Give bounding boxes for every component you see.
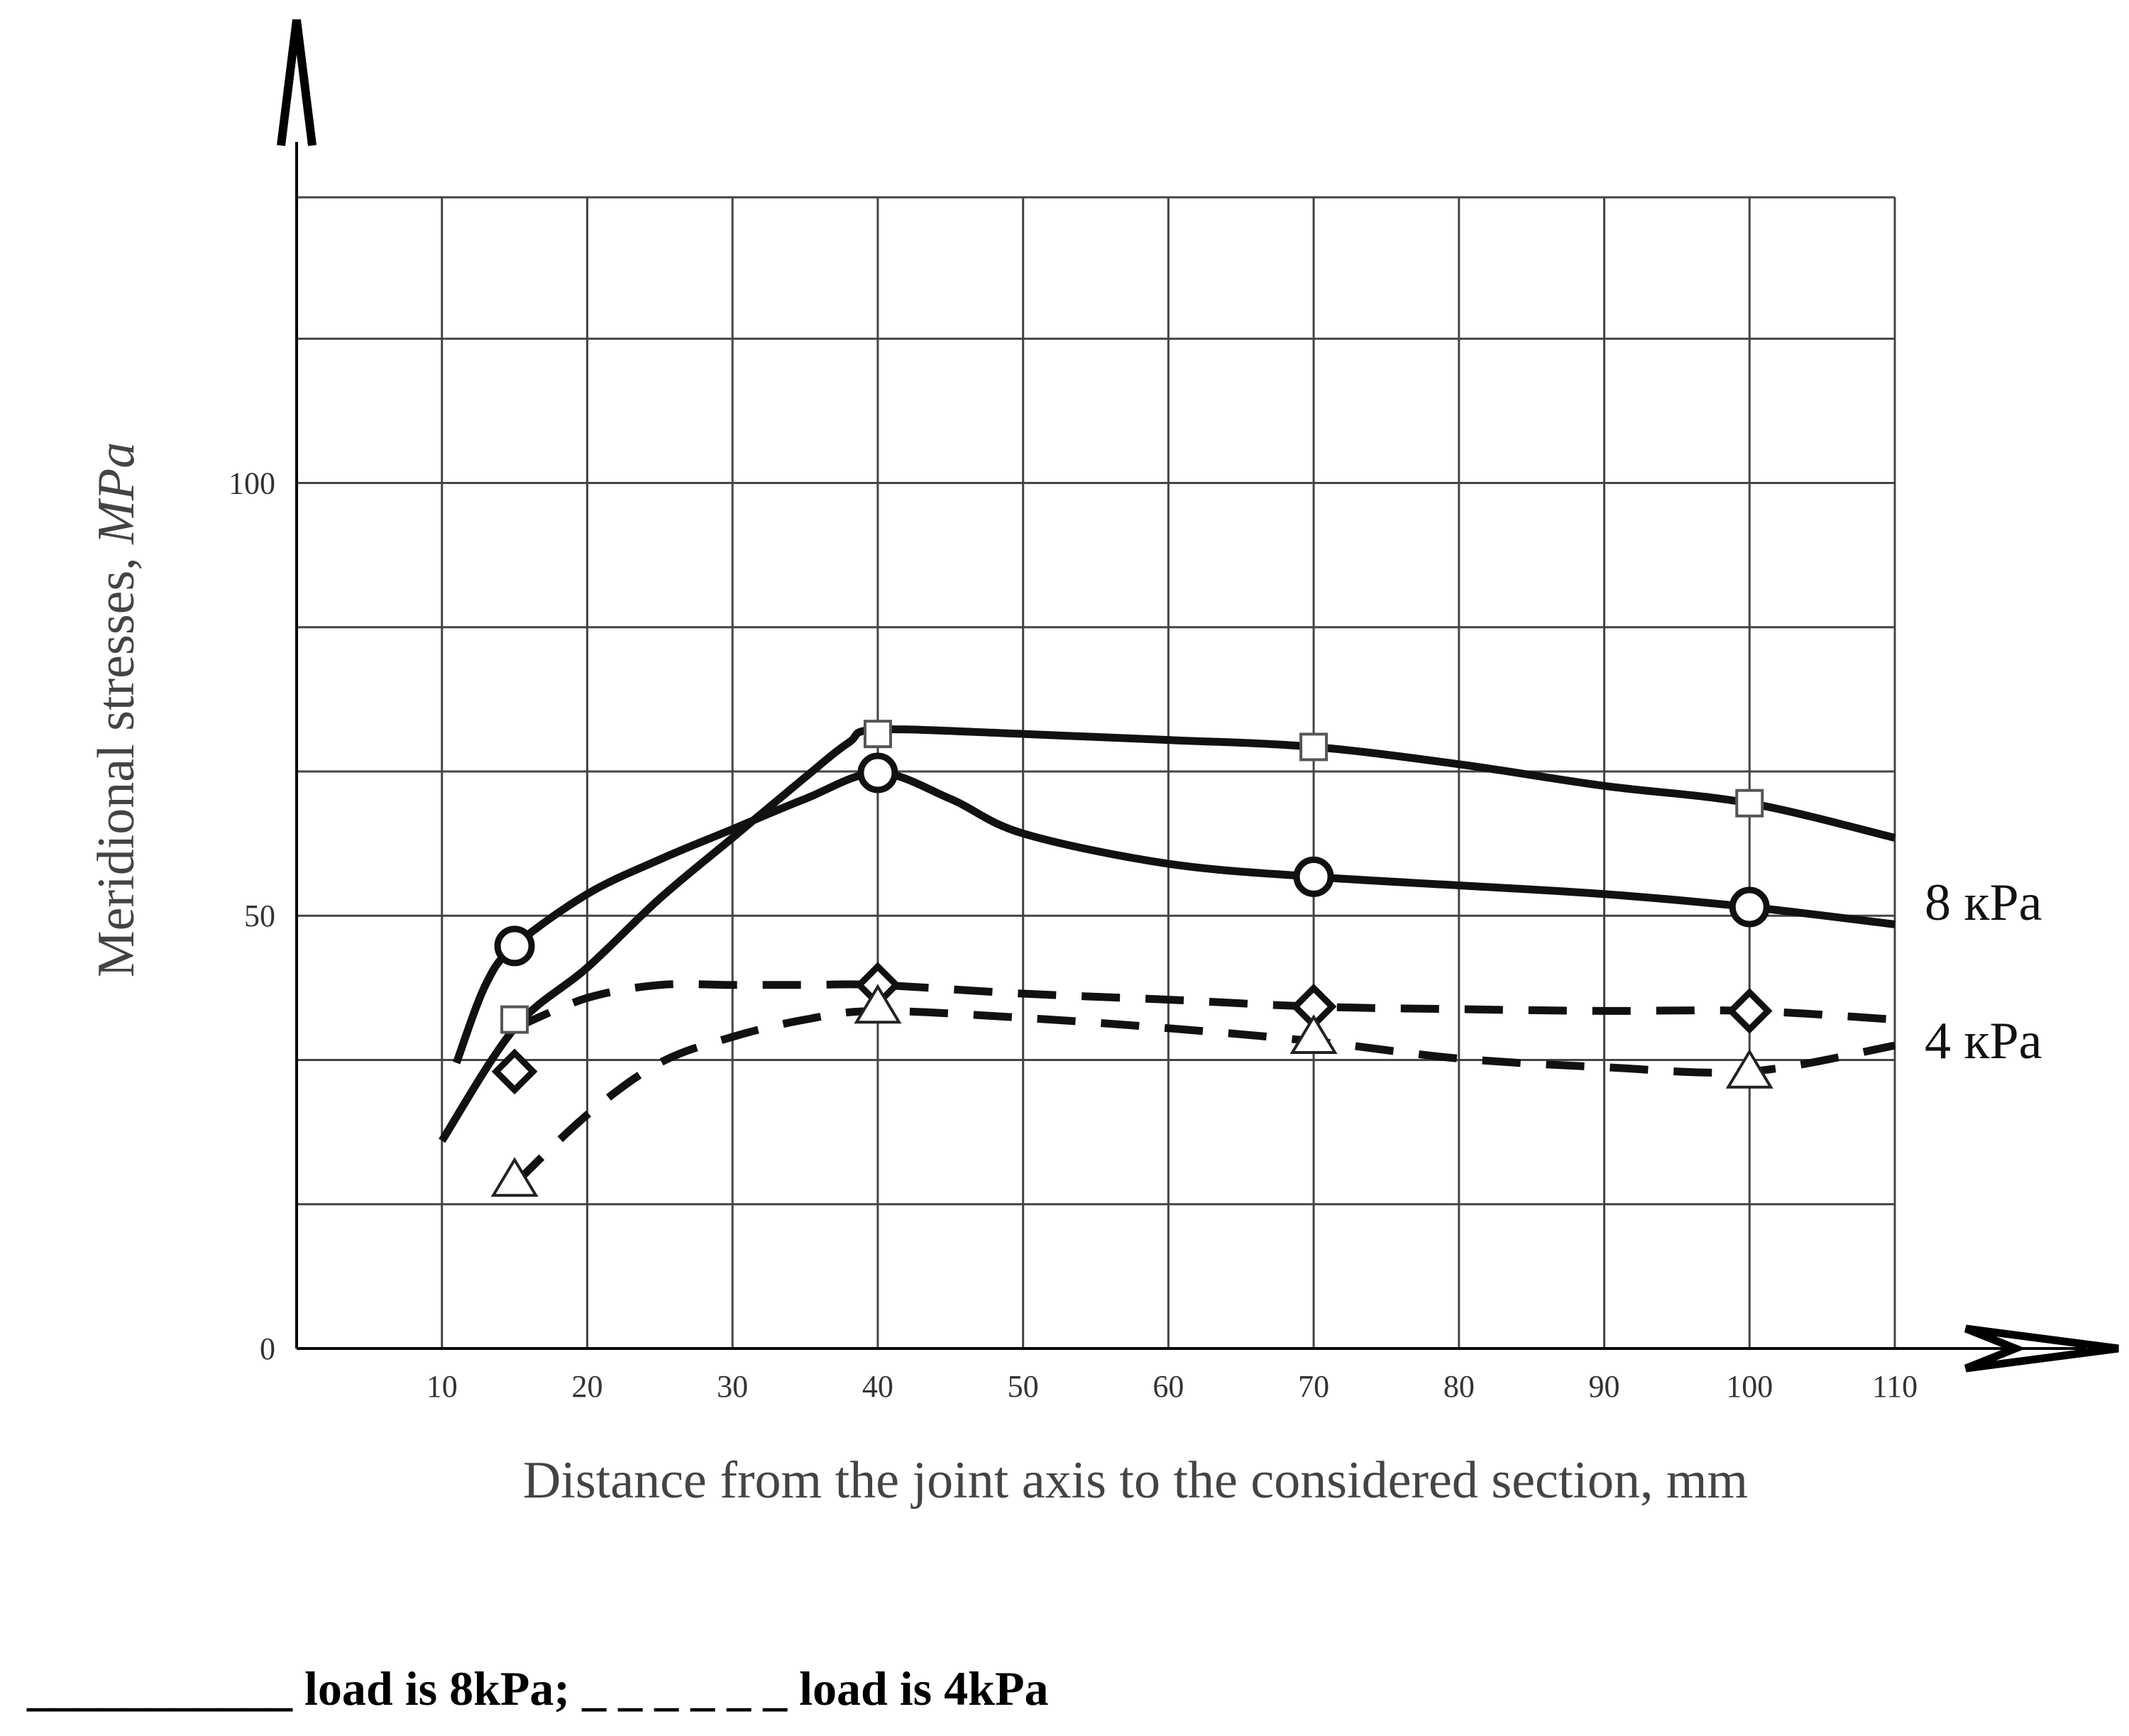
- diamond-marker: [1726, 988, 1773, 1034]
- axes: [277, 19, 2119, 1373]
- x-tick-label: 80: [1443, 1369, 1475, 1404]
- square-marker: [863, 720, 892, 749]
- diamond-marker: [491, 1048, 538, 1095]
- circle-marker: [494, 925, 535, 967]
- x-axis-arrow: [1964, 1324, 2119, 1373]
- series-label: 4 кPa: [1925, 1012, 2042, 1070]
- triangle-marker: [1725, 1048, 1773, 1089]
- series-line-circle: [453, 769, 1896, 1065]
- x-axis-title: Distance from the joint axis to the cons…: [523, 1451, 1748, 1510]
- x-tick-label: 100: [1726, 1369, 1773, 1404]
- tick-labels: 10 20 30 40 50 60 70 80 90 100 110 0 50 100: [229, 466, 1918, 1404]
- y-axis-title-unit: MPa: [87, 442, 145, 545]
- x-tick-label: 50: [1008, 1369, 1039, 1404]
- series-labels: 8 кPa 4 кPa: [1925, 874, 2042, 1070]
- y-axis-title-text: Meridional stresses,: [87, 544, 145, 977]
- legend-caption: ___________ load is 8kPa; _ _ _ _ _ _ lo…: [27, 1661, 1049, 1715]
- y-axis-arrow: [277, 19, 317, 146]
- square-marker: [500, 1005, 529, 1034]
- x-tick-label: 60: [1152, 1369, 1184, 1404]
- y-tick-label: 0: [260, 1331, 275, 1366]
- y-tick-label: 100: [229, 466, 275, 500]
- triangle-marker: [854, 984, 902, 1024]
- series-line-square: [439, 725, 1896, 1143]
- square-marker: [1735, 789, 1764, 818]
- series-label: 8 кPa: [1925, 874, 2042, 932]
- circle-marker: [857, 752, 898, 793]
- x-tick-label: 30: [717, 1369, 748, 1404]
- series-group: [439, 725, 1896, 1187]
- circle-marker: [1729, 886, 1770, 928]
- y-tick-label: 50: [244, 899, 275, 933]
- triangle-marker: [490, 1157, 539, 1197]
- x-tick-label: 20: [571, 1369, 603, 1404]
- triangle-marker: [1289, 1014, 1338, 1054]
- x-tick-label: 90: [1589, 1369, 1620, 1404]
- series-line-triangle: [512, 1006, 1896, 1187]
- markers-group: [490, 720, 1773, 1197]
- x-tick-label: 40: [862, 1369, 893, 1404]
- x-tick-label: 10: [427, 1369, 458, 1404]
- grid: [297, 196, 1896, 1348]
- x-tick-label: 110: [1872, 1369, 1918, 1404]
- circle-marker: [1293, 856, 1334, 897]
- square-marker: [1299, 732, 1328, 762]
- y-axis-title: Meridional stresses, MPa: [87, 442, 145, 977]
- series-line-diamond: [512, 979, 1896, 1032]
- x-tick-label: 70: [1298, 1369, 1329, 1404]
